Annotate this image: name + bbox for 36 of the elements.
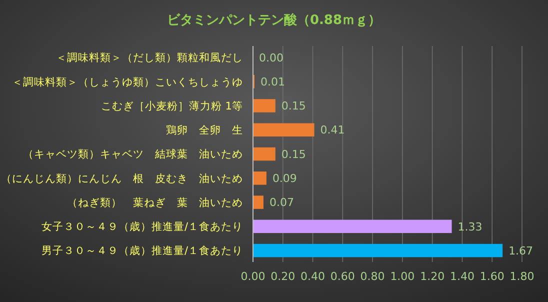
y-tick-label: （ねぎ類） 葉ねぎ 葉 油いため [67, 196, 243, 209]
data-label: 1.33 [458, 220, 482, 234]
x-tick-label: 1.80 [510, 270, 534, 283]
x-tick-label: 1.40 [450, 270, 474, 283]
data-label: 0.09 [272, 172, 297, 185]
x-tick-label: 1.60 [480, 270, 504, 283]
y-tick-label: （にんじん類）にんじん 根 皮むき 油いため [1, 172, 243, 185]
x-tick-label: 0.40 [300, 270, 326, 283]
data-label: 0.15 [281, 148, 306, 161]
y-tick-label: 男子３０～４９（歳）推進量/１食あたり [41, 244, 243, 258]
x-tick-label: 1.00 [390, 270, 415, 283]
data-label: 0.15 [281, 100, 306, 113]
data-label: 0.01 [260, 75, 285, 88]
x-tick-label: 0.20 [270, 270, 296, 283]
chart-title: ビタミンパントテン酸（0.88ｍｇ） [166, 12, 382, 28]
y-tick-label: ＜調味料類＞（しょうゆ類）こいくちしょうゆ [12, 75, 243, 88]
bar [253, 220, 452, 234]
y-tick-label: （キャベツ類）キャベツ 結球葉 油いため [23, 148, 243, 161]
bar [253, 123, 314, 137]
x-tick-label: 0.80 [360, 270, 385, 283]
x-tick-label: 0.60 [330, 270, 355, 283]
y-tick-label: こむぎ［小麦粉］薄力粉 1等 [100, 99, 243, 112]
data-label: 0.00 [259, 51, 284, 64]
y-tick-label: 女子３０～４９（歳）推進量/１食あたり [41, 220, 243, 234]
bar [253, 99, 276, 112]
y-tick-label: 鶏卵 全卵 生 [166, 124, 243, 137]
bar [253, 196, 264, 209]
bar [253, 244, 503, 258]
x-tick-label: 0.00 [240, 270, 266, 283]
data-label: 0.41 [320, 124, 345, 137]
data-label: 1.67 [508, 244, 534, 258]
y-tick-label: ＜調味料類＞（だし類）顆粒和風だし [56, 51, 243, 64]
x-tick-label: 1.20 [420, 270, 445, 283]
bar [253, 147, 276, 161]
bar [253, 171, 266, 185]
data-label: 0.07 [269, 196, 294, 210]
